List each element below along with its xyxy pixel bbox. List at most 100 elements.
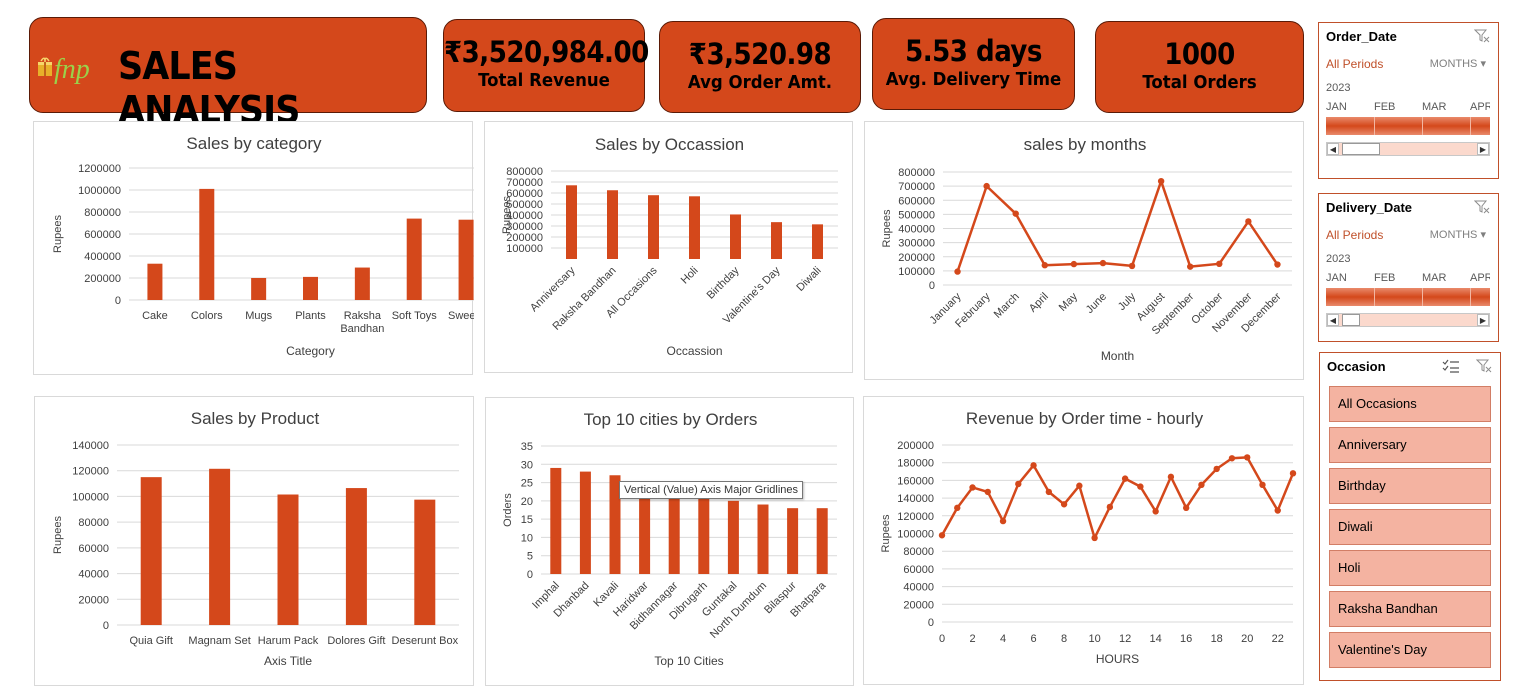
x-tick-label: Mugs bbox=[245, 310, 272, 322]
data-point bbox=[999, 517, 1007, 525]
chart-sales-by-months[interactable]: sales by months 0 100000 200000 300000 400000… bbox=[864, 121, 1304, 380]
time-level-selector[interactable]: MONTHS ▾ bbox=[1430, 57, 1486, 70]
data-point bbox=[1128, 262, 1136, 270]
bar bbox=[812, 224, 823, 259]
kpi-value: 1000 bbox=[1164, 37, 1235, 71]
period-selector[interactable]: All Periods bbox=[1326, 57, 1384, 71]
y-axis-label: Rupees bbox=[501, 196, 513, 234]
timeline-scrollbar[interactable]: ◀ ▶ bbox=[1326, 313, 1490, 327]
x-tick-label: Plants bbox=[295, 310, 326, 322]
clear-filter-icon[interactable] bbox=[1475, 359, 1492, 376]
y-tick-label: 0 bbox=[115, 295, 121, 307]
data-point bbox=[1099, 259, 1107, 267]
x-tick-label: Colors bbox=[191, 310, 223, 322]
time-level-selector[interactable]: MONTHS ▾ bbox=[1430, 228, 1486, 241]
occasion-item-diwali[interactable]: Diwali bbox=[1329, 509, 1491, 545]
bar bbox=[607, 190, 618, 259]
scroll-left-arrow[interactable]: ◀ bbox=[1327, 314, 1339, 326]
kpi-label: Total Revenue bbox=[478, 70, 610, 91]
x-tick-label: March bbox=[992, 291, 1022, 321]
y-tick-label: 20 bbox=[521, 496, 533, 508]
data-point bbox=[1045, 488, 1053, 496]
y-tick-label: 300000 bbox=[506, 221, 543, 233]
data-point bbox=[1030, 462, 1037, 469]
y-tick-label: 600000 bbox=[506, 188, 543, 200]
y-tick-label: 5 bbox=[527, 551, 533, 563]
gridlines-tooltip: Vertical (Value) Axis Major Gridlines bbox=[619, 481, 804, 499]
timeline-selection-bar[interactable] bbox=[1326, 117, 1490, 135]
clear-filter-icon[interactable] bbox=[1473, 200, 1490, 217]
x-tick-label: 4 bbox=[1000, 633, 1006, 645]
chart-sales-by-product[interactable]: Sales by Product 0 20000 40000 60000 80000 100… bbox=[34, 396, 474, 686]
y-tick-label: 800000 bbox=[506, 166, 543, 178]
data-point bbox=[1070, 260, 1078, 268]
occasion-item-valentines-day[interactable]: Valentine's Day bbox=[1329, 632, 1491, 668]
kpi-label: Avg. Delivery Time bbox=[885, 69, 1062, 90]
bar bbox=[787, 508, 799, 574]
chart-top-cities[interactable]: Top 10 cities by Orders 0 5 10 15 20 25 30 35 Ord… bbox=[485, 397, 854, 686]
chevron-down-icon: ▾ bbox=[1480, 229, 1486, 241]
chevron-down-icon: ▾ bbox=[1480, 58, 1486, 70]
data-point bbox=[1213, 465, 1220, 473]
y-tick-label: 200000 bbox=[898, 252, 935, 264]
delivery-date-slicer[interactable]: Delivery_Date All Periods MONTHS ▾ 2023 … bbox=[1318, 193, 1499, 342]
timeline-selection-bar[interactable] bbox=[1326, 288, 1490, 306]
y-tick-label: 120000 bbox=[897, 511, 934, 523]
occasion-item-raksha-bandhan[interactable]: Raksha Bandhan bbox=[1329, 591, 1491, 627]
scroll-thumb[interactable] bbox=[1342, 314, 1360, 326]
bar bbox=[648, 195, 659, 259]
x-tick-label: Harum Pack bbox=[258, 635, 319, 647]
scroll-thumb[interactable] bbox=[1342, 143, 1380, 155]
revenue-hourly-svg: Revenue by Order time - hourly 0 20000 4000… bbox=[880, 409, 1297, 666]
order-date-slicer[interactable]: Order_Date All Periods MONTHS ▾ 2023 JAN… bbox=[1318, 22, 1499, 179]
occasion-item-all-occasions[interactable]: All Occasions bbox=[1329, 386, 1491, 422]
occasion-item-anniversary[interactable]: Anniversary bbox=[1329, 427, 1491, 463]
bar bbox=[406, 218, 422, 300]
y-tick-label: 0 bbox=[527, 569, 533, 581]
x-axis-label: Category bbox=[286, 344, 335, 358]
x-tick-label: 8 bbox=[1061, 633, 1067, 645]
sales-by-product-svg: Sales by Product 0 20000 40000 60000 80000 100… bbox=[52, 409, 459, 668]
bar bbox=[354, 267, 370, 300]
chart-title: Revenue by Order time - hourly bbox=[966, 409, 1204, 428]
y-axis-label: Rupees bbox=[52, 516, 64, 554]
y-tick-label: 200000 bbox=[506, 232, 543, 244]
bar bbox=[579, 471, 591, 574]
scroll-right-arrow[interactable]: ▶ bbox=[1477, 314, 1489, 326]
bar bbox=[458, 219, 474, 300]
occasion-item-holi[interactable]: Holi bbox=[1329, 550, 1491, 586]
x-tick-label: 0 bbox=[939, 633, 945, 645]
chart-sales-by-category[interactable]: Sales by category 0 200000 400000 600000 8000… bbox=[33, 121, 474, 375]
data-point bbox=[1012, 210, 1019, 217]
y-tick-label: 15 bbox=[521, 514, 533, 526]
scroll-left-arrow[interactable]: ◀ bbox=[1327, 143, 1339, 155]
data-point bbox=[1274, 261, 1281, 268]
y-tick-label: 140000 bbox=[72, 440, 109, 452]
data-point bbox=[1245, 218, 1252, 225]
data-point bbox=[1121, 475, 1129, 482]
x-tick-label: 2 bbox=[969, 633, 975, 645]
clear-filter-icon[interactable] bbox=[1473, 29, 1490, 46]
data-point bbox=[1015, 480, 1022, 488]
timeline-scrollbar[interactable]: ◀ ▶ bbox=[1326, 142, 1490, 156]
x-tick-label: Quia Gift bbox=[129, 635, 172, 647]
data-point bbox=[1152, 508, 1159, 515]
y-tick-label: 180000 bbox=[897, 458, 934, 470]
y-axis-label: Rupees bbox=[880, 514, 892, 552]
y-tick-label: 0 bbox=[103, 620, 109, 632]
y-tick-label: 100000 bbox=[506, 243, 543, 255]
data-point bbox=[1060, 501, 1068, 508]
y-tick-label: 40000 bbox=[78, 569, 109, 581]
occasion-slicer[interactable]: Occasion All Occasions Anniversary Birth… bbox=[1319, 352, 1501, 681]
chart-sales-by-occasion[interactable]: Sales by Occassion 100000 200000 300000 4000… bbox=[484, 121, 853, 373]
x-tick-label: 20 bbox=[1241, 633, 1253, 645]
kpi-value: 5.53 days bbox=[905, 34, 1042, 68]
period-selector[interactable]: All Periods bbox=[1326, 228, 1384, 242]
scroll-right-arrow[interactable]: ▶ bbox=[1477, 143, 1489, 155]
multi-select-icon[interactable] bbox=[1442, 359, 1460, 376]
y-tick-label: 35 bbox=[521, 441, 533, 453]
chart-revenue-hourly[interactable]: Revenue by Order time - hourly 0 20000 4000… bbox=[863, 396, 1304, 685]
occasion-item-birthday[interactable]: Birthday bbox=[1329, 468, 1491, 504]
y-tick-label: 120000 bbox=[72, 466, 109, 478]
bar bbox=[698, 497, 710, 574]
